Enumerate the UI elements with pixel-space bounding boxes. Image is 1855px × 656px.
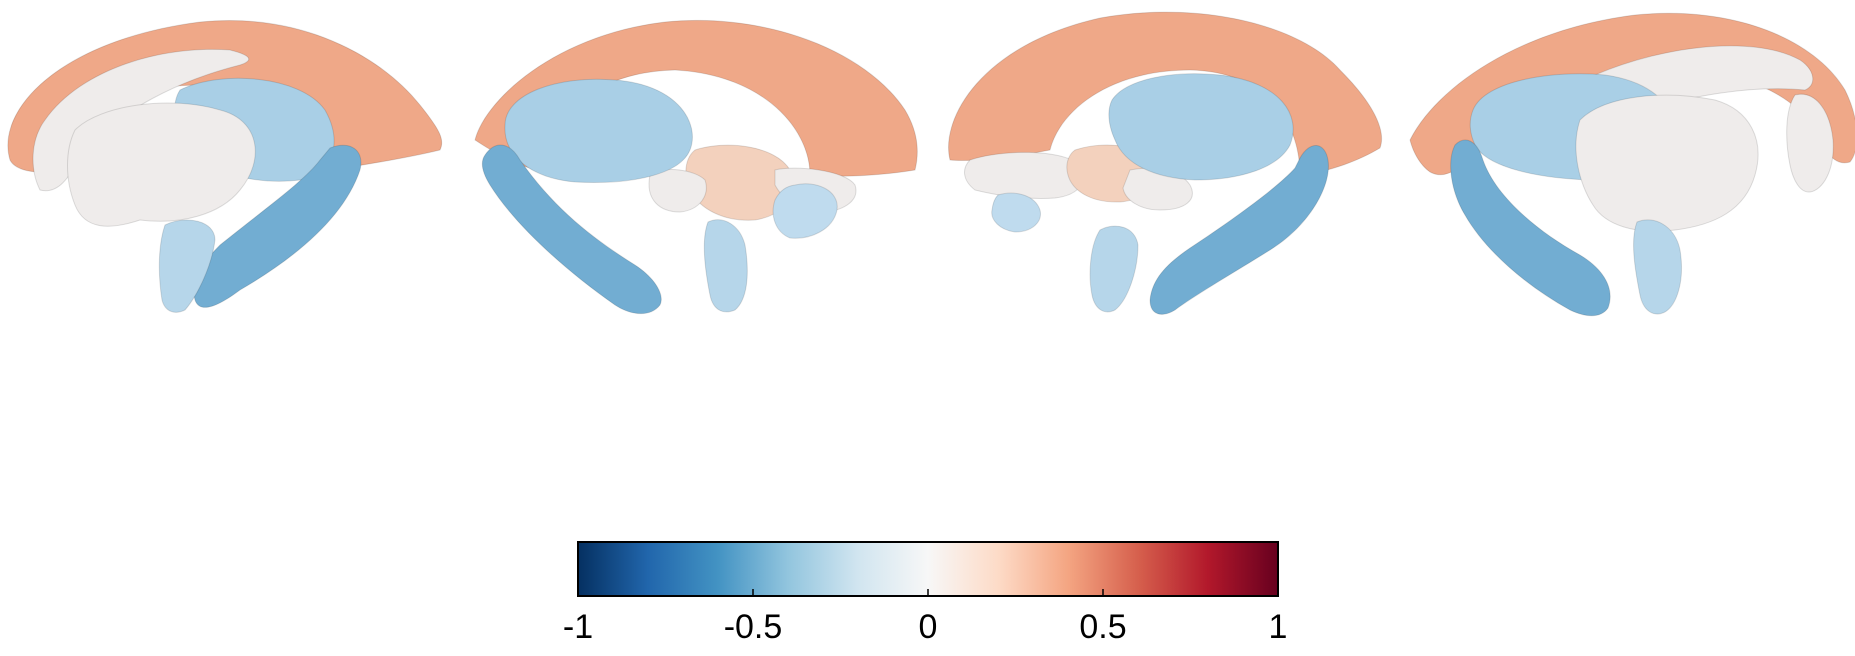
colorbar-tick-label: 0 — [919, 608, 938, 646]
caudate-structure — [948, 11, 1383, 176]
amygdala-structure — [1089, 225, 1139, 313]
colorbar-tick-label: -1 — [563, 608, 593, 646]
hippocampus-structure — [193, 144, 362, 308]
brain-view-left-medial — [474, 19, 918, 315]
thalamus-structure — [1575, 94, 1759, 232]
putamen-structure — [1108, 73, 1294, 181]
thalamus-structure — [1786, 93, 1834, 193]
thalamus-structure — [32, 48, 250, 192]
brain-view-right-lateral — [1409, 12, 1855, 317]
amygdala-structure — [703, 219, 748, 313]
thalamus-structure — [964, 151, 1085, 199]
amygdala-structure — [158, 219, 216, 313]
colorbar-ticks: -1 -0.5 0 0.5 1 — [563, 589, 1288, 646]
colorbar-tick-label: -0.5 — [724, 608, 783, 646]
amygdala-structure — [1633, 219, 1683, 315]
pallidum-structure — [772, 183, 838, 239]
thalamus-structure — [67, 102, 256, 227]
hippocampus-structure — [1149, 145, 1329, 315]
brain-view-left-lateral — [7, 20, 443, 313]
thalamus-structure — [648, 169, 707, 213]
pallidum-structure — [991, 192, 1041, 233]
hippocampus-structure — [481, 144, 662, 315]
colorbar-fill — [578, 542, 1278, 596]
putamen-structure — [504, 78, 693, 183]
colorbar-tick-label: 1 — [1269, 608, 1288, 646]
colorbar: -1 -0.5 0 0.5 1 — [563, 541, 1288, 646]
brain-view-right-medial — [948, 11, 1383, 315]
colorbar-tick-label: 0.5 — [1079, 608, 1126, 646]
hippocampus-structure — [1450, 139, 1611, 317]
